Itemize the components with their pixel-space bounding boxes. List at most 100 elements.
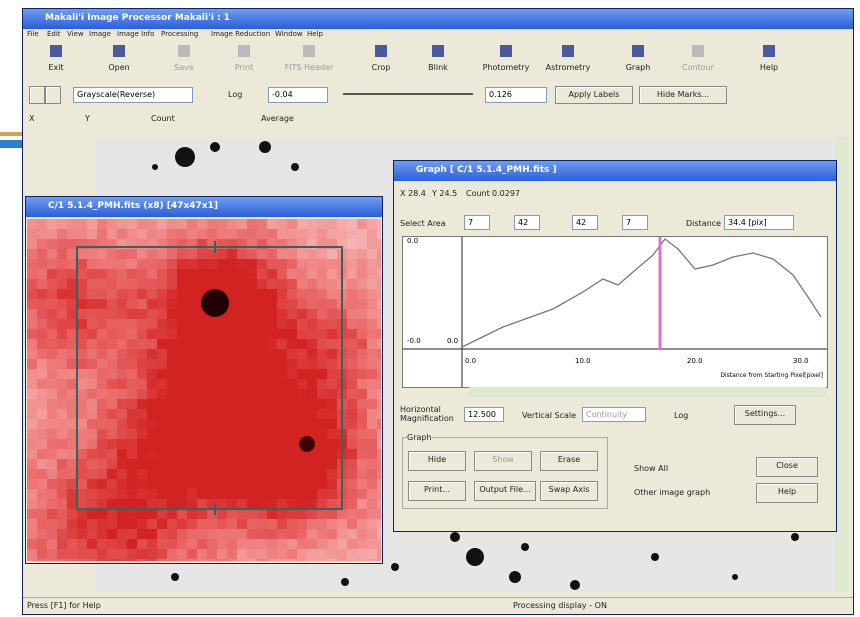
tool-label[interactable]: Open: [89, 63, 149, 72]
heat-cell: [147, 439, 157, 449]
settings[interactable]: Settings...: [734, 405, 796, 425]
menu-item[interactable]: Image Info: [117, 30, 154, 38]
area-field[interactable]: 7: [464, 215, 490, 230]
heat-cell: [317, 249, 327, 259]
heat-cell: [197, 449, 207, 459]
zoom-out[interactable]: [45, 86, 61, 104]
heat-cell: [277, 509, 287, 519]
heat-cell: [357, 339, 367, 349]
graph-button[interactable]: Help: [756, 483, 818, 503]
log-check[interactable]: Log: [674, 411, 688, 420]
heat-cell: [167, 439, 177, 449]
menu-item[interactable]: Image: [89, 30, 111, 38]
tool-label[interactable]: Help: [739, 63, 799, 72]
heat-cell: [27, 299, 37, 309]
heat-cell: [27, 449, 37, 459]
graph-button[interactable]: Output File...: [474, 481, 536, 501]
max-field[interactable]: 0.126: [485, 87, 547, 103]
area-field[interactable]: 42: [572, 215, 598, 230]
tool-label[interactable]: Blink: [408, 63, 468, 72]
tool-label[interactable]: Exit: [26, 63, 86, 72]
heat-cell: [287, 449, 297, 459]
colormap[interactable]: Grayscale(Reverse): [73, 87, 193, 103]
tool-icon[interactable]: [763, 45, 775, 57]
zoom-in[interactable]: [29, 86, 45, 104]
tool-label[interactable]: Print: [214, 63, 274, 72]
tool-icon[interactable]: [375, 45, 387, 57]
heat-cell: [127, 299, 137, 309]
tool-icon[interactable]: [178, 45, 190, 57]
tool-icon[interactable]: [632, 45, 644, 57]
graph-button[interactable]: Hide: [408, 451, 466, 471]
menu-item[interactable]: Processing: [161, 30, 198, 38]
heat-cell: [307, 459, 317, 469]
heat-cell: [157, 329, 167, 339]
heat-cell: [97, 489, 107, 499]
show-all[interactable]: Show All: [634, 464, 668, 473]
tool-icon[interactable]: [238, 45, 250, 57]
tool-label[interactable]: Crop: [351, 63, 411, 72]
apply-labels[interactable]: Apply Labels: [555, 86, 633, 104]
tool-label[interactable]: Save: [154, 63, 214, 72]
heat-cell: [107, 479, 117, 489]
heat-cell: [227, 429, 237, 439]
heat-cell: [167, 449, 177, 459]
tool-icon[interactable]: [303, 45, 315, 57]
graph-button[interactable]: Show: [474, 451, 532, 471]
graph-button[interactable]: Erase: [540, 451, 598, 471]
tool-icon[interactable]: [500, 45, 512, 57]
hide-marks[interactable]: Hide Marks...: [639, 86, 727, 104]
menu-item[interactable]: View: [67, 30, 84, 38]
tool-icon[interactable]: [50, 45, 62, 57]
heat-cell: [277, 499, 287, 509]
tool-icon[interactable]: [432, 45, 444, 57]
tool-label[interactable]: Photometry: [476, 63, 536, 72]
heat-cell: [347, 539, 357, 549]
graph-button[interactable]: Close: [756, 457, 818, 477]
heat-cell: [137, 319, 147, 329]
heat-cell: [147, 429, 157, 439]
area-field[interactable]: 42: [514, 215, 540, 230]
log-label[interactable]: Log: [228, 90, 242, 99]
heat-cell: [87, 279, 97, 289]
heat-cell: [87, 519, 97, 529]
heat-cell: [207, 399, 217, 409]
heat-cell: [67, 319, 77, 329]
heat-cell: [367, 499, 377, 509]
heat-cell: [187, 229, 197, 239]
graph-button[interactable]: Swap Axis: [540, 481, 598, 501]
menu-item[interactable]: Help: [307, 30, 323, 38]
tool-icon[interactable]: [113, 45, 125, 57]
menu-item[interactable]: File: [27, 30, 39, 38]
heat-cell: [147, 269, 157, 279]
tool-label[interactable]: FITS Header: [279, 63, 339, 72]
heat-cell: [317, 409, 327, 419]
heat-cell: [237, 399, 247, 409]
heat-cell: [157, 259, 167, 269]
heat-cell: [97, 429, 107, 439]
tool-label[interactable]: Astrometry: [538, 63, 598, 72]
heat-cell: [127, 459, 137, 469]
menu-item[interactable]: Window: [275, 30, 303, 38]
scale[interactable]: Continuity: [582, 407, 646, 422]
graph-button[interactable]: Print...: [408, 481, 466, 501]
heat-cell: [137, 299, 147, 309]
heat-cell: [377, 259, 381, 269]
heat-cell: [357, 549, 367, 559]
menu-item[interactable]: Edit: [47, 30, 61, 38]
min-field[interactable]: -0.04: [268, 87, 328, 103]
heat-cell: [137, 289, 147, 299]
magnification[interactable]: 12.500: [464, 407, 504, 422]
slider[interactable]: [343, 93, 473, 95]
area-field[interactable]: 7: [622, 215, 648, 230]
tool-label[interactable]: Contour: [668, 63, 728, 72]
heat-cell: [107, 339, 117, 349]
tool-label[interactable]: Graph: [608, 63, 668, 72]
heat-cell: [67, 249, 77, 259]
tool-icon[interactable]: [562, 45, 574, 57]
other-graph[interactable]: Other image graph: [634, 488, 710, 497]
menu-item[interactable]: Image Reduction: [211, 30, 270, 38]
heat-cell: [227, 379, 237, 389]
tool-icon[interactable]: [692, 45, 704, 57]
heat-cell: [317, 449, 327, 459]
